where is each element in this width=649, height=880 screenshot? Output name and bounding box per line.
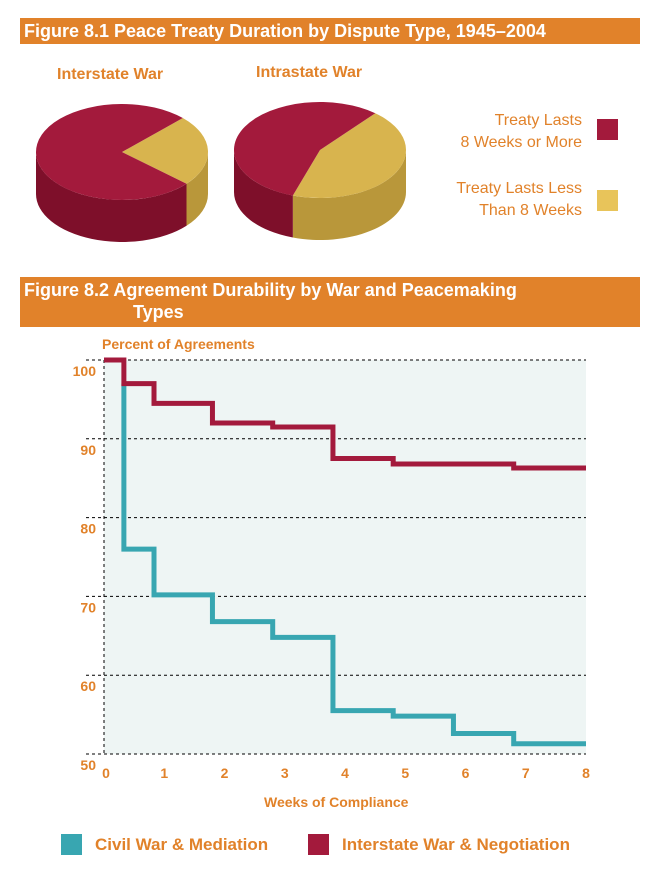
legend-swatch-civil [61, 834, 82, 855]
y-tick-label: 60 [80, 678, 96, 694]
series-line-interstate-war-negotiation [104, 357, 586, 471]
x-tick-label: 8 [582, 765, 590, 781]
legend-interstate: Interstate War & Negotiation [342, 835, 570, 854]
pie0-slice-1 [122, 118, 209, 184]
x-tick-label: 0 [102, 765, 110, 781]
legend-civil: Civil War & Mediation [95, 835, 269, 854]
pie-title-intrastate: Intrastate War [256, 64, 363, 81]
fig2-title-l1: Figure 8.2 Agreement Durability by War a… [24, 280, 517, 300]
x-tick-label: 6 [462, 765, 470, 781]
y-tick-label: 100 [73, 363, 97, 379]
x-tick-label: 4 [341, 765, 349, 781]
x-tick-label: 1 [160, 765, 168, 781]
y-tick-label: 90 [80, 442, 96, 458]
x-tick-label: 7 [522, 765, 530, 781]
legend-short-l2: Than 8 Weeks [479, 202, 582, 219]
legend-swatch-long [597, 119, 618, 140]
y-tick-label: 50 [80, 757, 96, 773]
series-line-civil-war-mediation [121, 383, 586, 747]
x-tick-label: 2 [221, 765, 229, 781]
legend-short-l1: Treaty Lasts Less [456, 180, 582, 197]
pie1-side-1 [292, 150, 406, 240]
pie1-slice-1 [292, 113, 407, 198]
figure-8-1-title: Figure 8.1 Peace Treaty Duration by Disp… [20, 18, 640, 44]
x-tick-label: 3 [281, 765, 289, 781]
pie-charts [35, 102, 407, 242]
pie-title-interstate: Interstate War [57, 66, 164, 83]
pie1-side-0 [234, 150, 293, 238]
fig2-title-l2: Types [133, 302, 184, 322]
figure-8-2-title: Figure 8.2 Agreement Durability by War a… [20, 277, 640, 327]
y-tick-label: 70 [80, 599, 96, 615]
plot-area [104, 360, 586, 754]
pie1-slice-0 [234, 102, 376, 196]
legend-swatch-short [597, 190, 618, 211]
legend-long-l2: 8 Weeks or More [460, 134, 582, 151]
legend-label-long: Treaty Lasts 8 Weeks or More [460, 110, 582, 154]
pie0-slice-0 [36, 104, 187, 201]
y-tick-label: 80 [80, 521, 96, 537]
x-axis-label: Weeks of Compliance [264, 794, 409, 810]
pie0-side-0 [35, 152, 187, 242]
x-tick-label: 5 [401, 765, 409, 781]
legend-label-short: Treaty Lasts Less Than 8 Weeks [456, 178, 582, 222]
pie0-side-1 [186, 152, 208, 226]
y-axis-label: Percent of Agreements [102, 336, 255, 352]
legend-long-l1: Treaty Lasts [494, 112, 582, 129]
legend-swatch-interstate [308, 834, 329, 855]
